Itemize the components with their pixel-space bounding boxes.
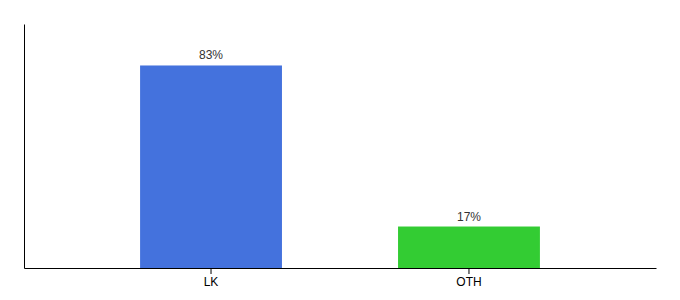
bars xyxy=(140,65,540,268)
data-label: 83% xyxy=(199,48,223,62)
x-tick-mark xyxy=(468,268,469,274)
plot: LK OTH 83% 17% xyxy=(25,25,657,289)
x-tick-label: OTH xyxy=(456,275,481,289)
x-axis-line xyxy=(25,268,657,269)
y-axis-line xyxy=(24,25,25,269)
bar xyxy=(140,65,282,268)
x-tick: OTH xyxy=(456,268,481,289)
x-axis: LK OTH xyxy=(25,268,657,289)
x-tick-mark xyxy=(211,268,212,274)
chart: LK OTH 83% 17% xyxy=(0,0,680,300)
bar xyxy=(398,227,540,268)
data-labels: 83% 17% xyxy=(199,48,481,223)
x-tick: LK xyxy=(204,268,219,289)
x-tick-label: LK xyxy=(204,275,219,289)
y-axis xyxy=(24,25,25,269)
data-label: 17% xyxy=(457,210,481,224)
